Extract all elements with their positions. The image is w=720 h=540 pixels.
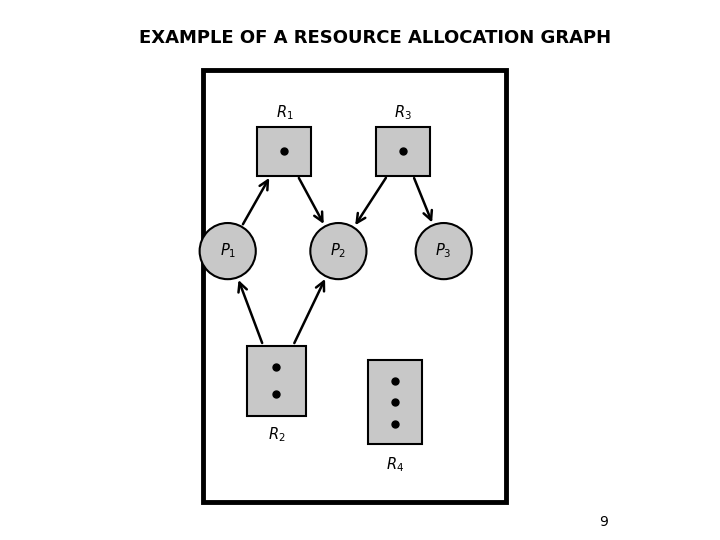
Bar [246,346,306,416]
Circle shape [199,223,256,279]
Circle shape [310,223,366,279]
Text: $R_1$: $R_1$ [276,103,293,122]
Text: $P_1$: $P_1$ [220,242,236,260]
Bar [203,70,505,502]
Text: $P_2$: $P_2$ [330,242,346,260]
Text: $R_2$: $R_2$ [268,426,285,444]
Text: 9: 9 [600,515,608,529]
Text: EXAMPLE OF A RESOURCE ALLOCATION GRAPH: EXAMPLE OF A RESOURCE ALLOCATION GRAPH [138,29,611,47]
Bar [258,127,311,176]
Bar [368,361,422,444]
Text: $P_3$: $P_3$ [436,242,452,260]
Text: $R_3$: $R_3$ [395,103,412,122]
Text: $R_4$: $R_4$ [386,455,404,474]
Circle shape [415,223,472,279]
Bar [376,127,430,176]
